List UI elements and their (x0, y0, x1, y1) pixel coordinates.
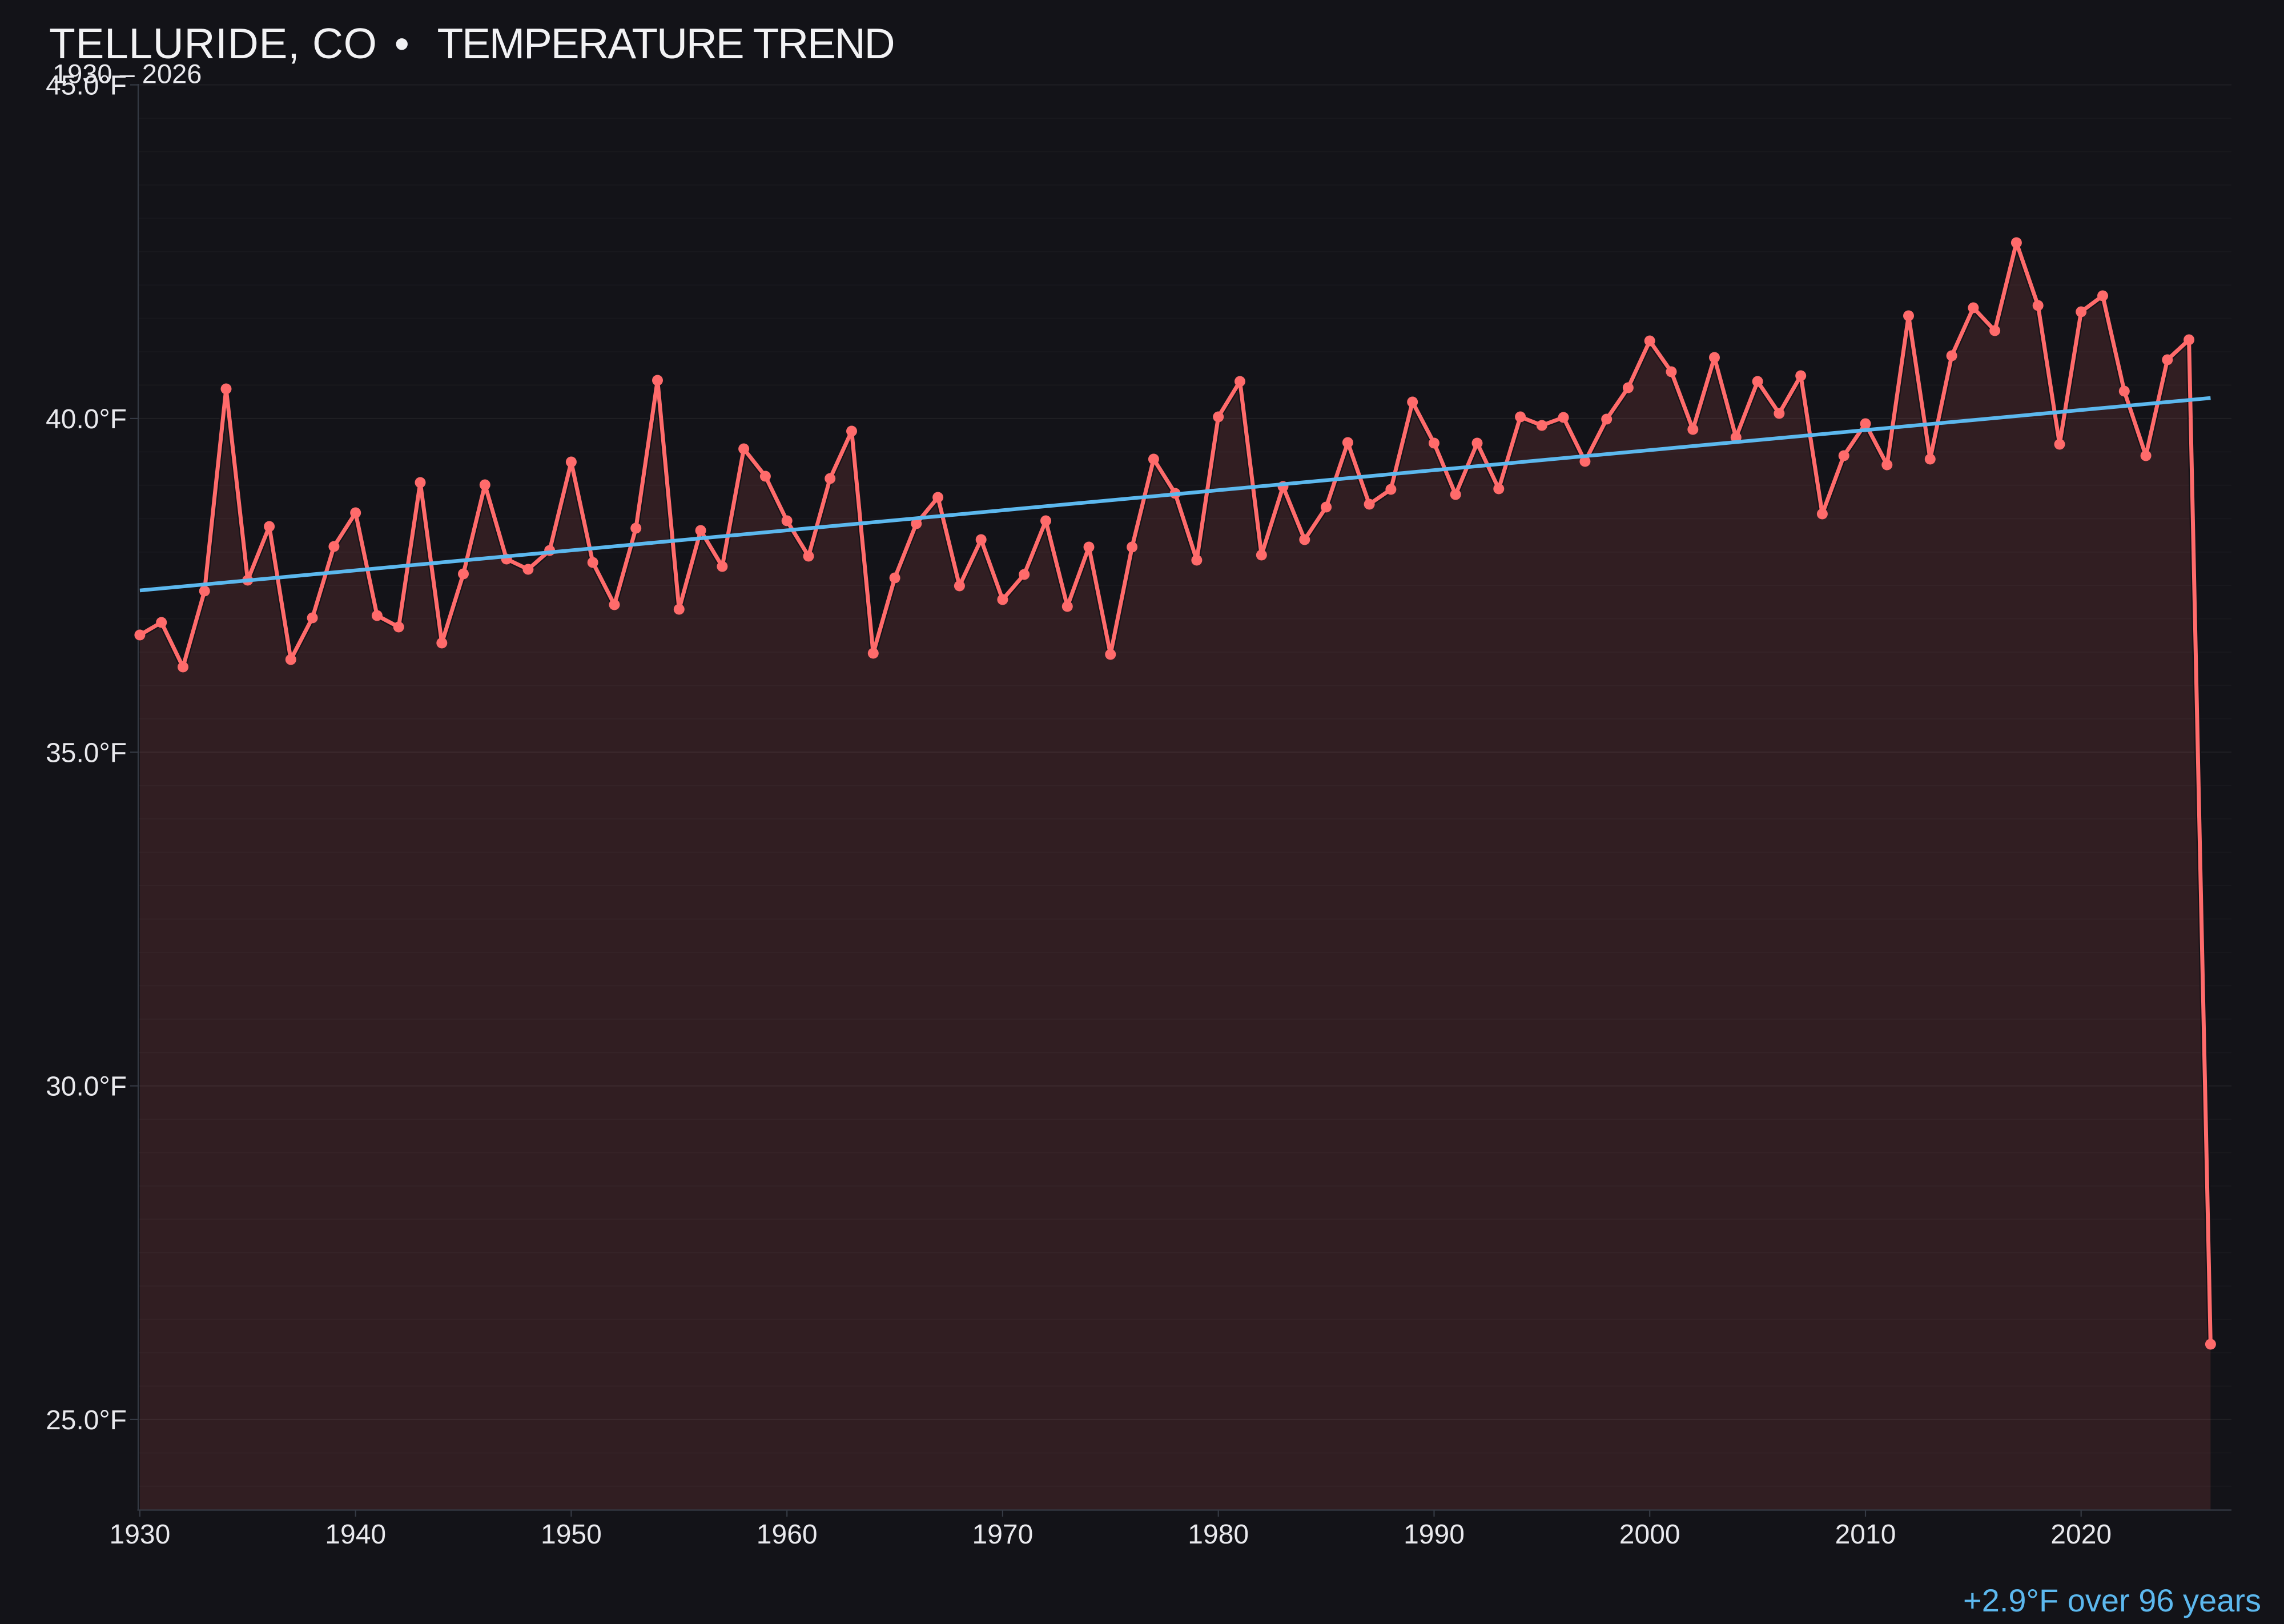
svg-text:35.0°F: 35.0°F (46, 738, 127, 768)
svg-text:1980: 1980 (1188, 1520, 1249, 1550)
svg-text:30.0°F: 30.0°F (46, 1072, 127, 1102)
svg-text:TELLURIDE, CO•TEMPERATURE TREN: TELLURIDE, CO • TEMPERATURE TREND (49, 19, 894, 67)
svg-text:1970: 1970 (972, 1520, 1034, 1550)
svg-text:1960: 1960 (757, 1520, 818, 1550)
svg-text:1930: 1930 (110, 1520, 171, 1550)
svg-text:1940: 1940 (325, 1520, 386, 1550)
svg-text:+2.9°F over 96 years: +2.9°F over 96 years (1963, 1582, 2261, 1618)
svg-text:45.0°F: 45.0°F (46, 71, 127, 101)
svg-text:25.0°F: 25.0°F (46, 1405, 127, 1436)
svg-text:2010: 2010 (1835, 1520, 1896, 1550)
svg-text:2020: 2020 (2050, 1520, 2112, 1550)
svg-text:1930 – 2026: 1930 – 2026 (53, 59, 202, 89)
svg-text:1990: 1990 (1404, 1520, 1465, 1550)
svg-text:1950: 1950 (541, 1520, 602, 1550)
svg-text:40.0°F: 40.0°F (46, 404, 127, 435)
svg-text:2000: 2000 (1619, 1520, 1680, 1550)
